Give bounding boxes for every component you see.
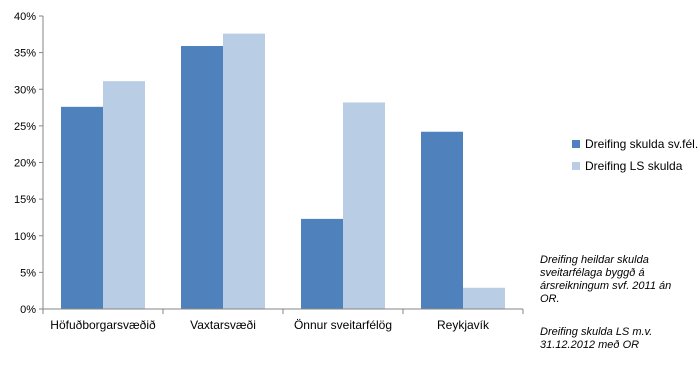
bar-series-2 (343, 102, 385, 309)
bar-series-2 (463, 287, 505, 309)
notes: Dreifing heildar skulda sveitarfélaga by… (540, 254, 690, 372)
y-tick-label: 30% (14, 84, 36, 96)
y-tick-label: 5% (20, 267, 36, 279)
legend: Dreifing skulda sv.fél. Dreifing LS skul… (572, 133, 698, 177)
legend-swatch-series-1 (572, 140, 580, 148)
y-tick-label: 20% (14, 158, 36, 170)
legend-item: Dreifing LS skulda (572, 155, 698, 177)
y-tick-label: 40% (14, 11, 36, 23)
legend-swatch-series-2 (572, 162, 580, 170)
x-tick-label: Höfuðborgarsvæðið (50, 318, 156, 332)
bar-series-1 (421, 131, 463, 309)
x-tick-label: Reykjavík (437, 318, 490, 332)
bar-series-1 (61, 106, 103, 309)
bar-series-2 (103, 81, 145, 309)
y-tick-label: 35% (14, 48, 36, 60)
bar-series-2 (223, 33, 265, 310)
note-skuldir-ls: Dreifing skulda LS m.v. 31.12.2012 með O… (540, 326, 653, 351)
legend-label-series-1: Dreifing skulda sv.fél. (585, 137, 699, 151)
y-tick-label: 10% (14, 231, 36, 243)
legend-item: Dreifing skulda sv.fél. (572, 133, 698, 155)
y-tick-label: 15% (14, 194, 36, 206)
legend-label-series-2: Dreifing LS skulda (585, 159, 683, 173)
y-tick-label: 25% (14, 121, 36, 133)
bar-chart: 0% 5% 10% 15% 20% 25% 30% 35% 40% Höfuðborgarsvæð… (14, 11, 524, 332)
x-tick-label: Önnur sveitarfélög (294, 318, 392, 332)
x-tick-label: Vaxtarsvæði (190, 318, 256, 332)
bar-series-1 (181, 46, 223, 309)
bar-series-1 (301, 218, 343, 309)
y-tick-label: 0% (20, 304, 36, 316)
note-skuldir-svf: Dreifing heildar skulda sveitarfélaga by… (540, 254, 672, 305)
